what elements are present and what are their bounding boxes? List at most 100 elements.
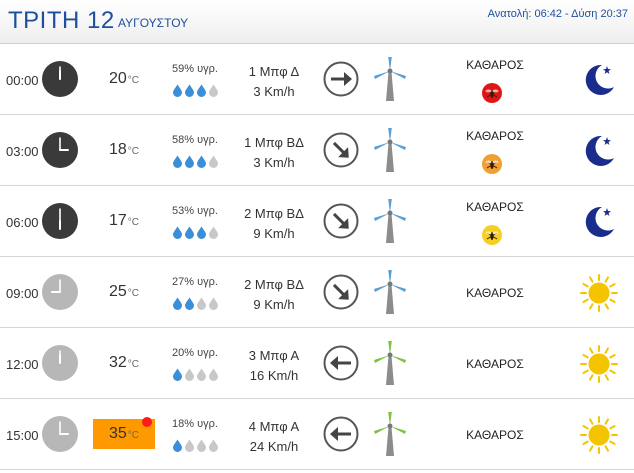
wind-speed-label: 3 Km/h — [253, 155, 295, 170]
arrow-right-icon — [323, 61, 359, 97]
water-drop-icon — [197, 439, 206, 452]
sun-icon — [580, 345, 618, 383]
temperature-number: 20 — [109, 70, 127, 87]
temperature-box: 17°C — [93, 206, 155, 236]
wind-force-label: 4 Μπφ Α — [248, 419, 300, 434]
clock-icon — [42, 132, 78, 168]
water-drop-icon — [185, 84, 194, 97]
wind-turbine-icon — [372, 198, 408, 244]
water-drop-icon — [173, 155, 182, 168]
time-label: 09:00 — [6, 286, 39, 301]
wind-info: 2 Μπφ ΒΔ 9 Km/h — [238, 275, 310, 315]
moon-icon — [580, 132, 618, 170]
month-label: ΑΥΓΟΥΣΤΟΥ — [118, 16, 189, 30]
wind-force-label: 3 Μπφ Α — [248, 348, 300, 363]
water-drop-icon — [197, 226, 206, 239]
sun-icon — [580, 274, 618, 312]
time-label: 15:00 — [6, 428, 39, 443]
water-drop-icon — [197, 297, 206, 310]
water-drop-icon — [209, 226, 218, 239]
water-drop-icon — [185, 226, 194, 239]
sky-condition-label: ΚΑΘΑΡΟΣ — [466, 200, 524, 214]
mosquito-risk-icon — [482, 154, 502, 174]
forecast-row: 06:00 17°C 53% υγρ. 2 Μπφ ΒΔ 9 Km/h ΚΑΘΑΡΟΣ — [0, 186, 634, 257]
humidity-label: 53% υγρ. — [172, 205, 218, 217]
sky-condition-label: ΚΑΘΑΡΟΣ — [466, 286, 524, 300]
water-drop-icon — [209, 84, 218, 97]
water-drop-icon — [197, 155, 206, 168]
humidity-label: 58% υγρ. — [172, 134, 218, 146]
humidity-drops — [172, 226, 220, 239]
temperature-number: 35 — [109, 425, 127, 442]
water-drop-icon — [209, 297, 218, 310]
water-drop-icon — [185, 155, 194, 168]
forecast-row: 09:00 25°C 27% υγρ. 2 Μπφ ΒΔ 9 Km/h ΚΑΘΑΡΟΣ — [0, 257, 634, 328]
forecast-row: 00:00 20°C 59% υγρ. 1 Μπφ Δ 3 Km/h ΚΑΘΑΡΟΣ — [0, 44, 634, 115]
temperature-value: 17°C — [109, 212, 139, 230]
arrow-left-icon — [323, 416, 359, 452]
humidity-label: 59% υγρ. — [172, 63, 218, 75]
humidity-drops — [172, 297, 220, 310]
sky-condition-label: ΚΑΘΑΡΟΣ — [466, 58, 524, 72]
mosquito-risk-icon — [482, 225, 502, 245]
clock-icon — [42, 274, 78, 310]
temperature-value: 20°C — [109, 70, 139, 88]
water-drop-icon — [173, 226, 182, 239]
time-label: 12:00 — [6, 357, 39, 372]
time-label: 06:00 — [6, 215, 39, 230]
water-drop-icon — [197, 368, 206, 381]
mosquito-risk-icon — [482, 83, 502, 103]
wind-speed-label: 9 Km/h — [253, 297, 295, 312]
temperature-value: 32°C — [109, 354, 139, 372]
clock-icon — [42, 203, 78, 239]
sky-condition-label: ΚΑΘΑΡΟΣ — [466, 129, 524, 143]
water-drop-icon — [173, 368, 182, 381]
clock-icon — [42, 61, 78, 97]
humidity-drops — [172, 84, 220, 97]
wind-turbine-icon — [372, 127, 408, 173]
temperature-box: 25°C — [93, 277, 155, 307]
humidity-drops — [172, 155, 220, 168]
wind-turbine-icon — [372, 269, 408, 315]
temperature-value: 25°C — [109, 283, 139, 301]
wind-force-label: 2 Μπφ ΒΔ — [244, 206, 304, 221]
forecast-row: 12:00 32°C 20% υγρ. 3 Μπφ Α 16 Km/h ΚΑΘΑΡΟΣ — [0, 328, 634, 399]
water-drop-icon — [209, 368, 218, 381]
temperature-number: 32 — [109, 354, 127, 371]
arrow-down-right-icon — [323, 132, 359, 168]
arrow-down-right-icon — [323, 274, 359, 310]
clock-icon — [42, 416, 78, 452]
water-drop-icon — [173, 439, 182, 452]
water-drop-icon — [197, 84, 206, 97]
humidity-label: 27% υγρ. — [172, 276, 218, 288]
wind-turbine-icon — [372, 340, 408, 386]
moon-icon — [580, 61, 618, 99]
temperature-unit: °C — [127, 146, 140, 157]
time-label: 00:00 — [6, 73, 39, 88]
temperature-value: 35°C — [109, 425, 139, 443]
humidity-label: 20% υγρ. — [172, 347, 218, 359]
arrow-down-right-icon — [323, 203, 359, 239]
wind-speed-label: 9 Km/h — [253, 226, 295, 241]
humidity-label: 18% υγρ. — [172, 418, 218, 430]
water-drop-icon — [173, 84, 182, 97]
temperature-box: 18°C — [93, 135, 155, 165]
heat-alert-dot — [142, 417, 152, 427]
water-drop-icon — [185, 439, 194, 452]
water-drop-icon — [209, 439, 218, 452]
temperature-number: 25 — [109, 283, 127, 300]
clock-icon — [42, 345, 78, 381]
humidity-drops — [172, 368, 220, 381]
wind-turbine-icon — [372, 411, 408, 457]
time-label: 03:00 — [6, 144, 39, 159]
wind-info: 1 Μπφ ΒΔ 3 Km/h — [238, 133, 310, 173]
day-header: ΤΡΙΤΗ 12 ΑΥΓΟΥΣΤΟΥ Ανατολή: 06:42 - Δύση… — [0, 0, 634, 44]
water-drop-icon — [185, 368, 194, 381]
wind-info: 3 Μπφ Α 16 Km/h — [238, 346, 310, 386]
temperature-number: 18 — [109, 141, 127, 158]
temperature-number: 17 — [109, 212, 127, 229]
wind-info: 4 Μπφ Α 24 Km/h — [238, 417, 310, 457]
day-title: ΤΡΙΤΗ 12 — [8, 7, 115, 34]
temperature-unit: °C — [127, 359, 140, 370]
temperature-unit: °C — [127, 217, 140, 228]
